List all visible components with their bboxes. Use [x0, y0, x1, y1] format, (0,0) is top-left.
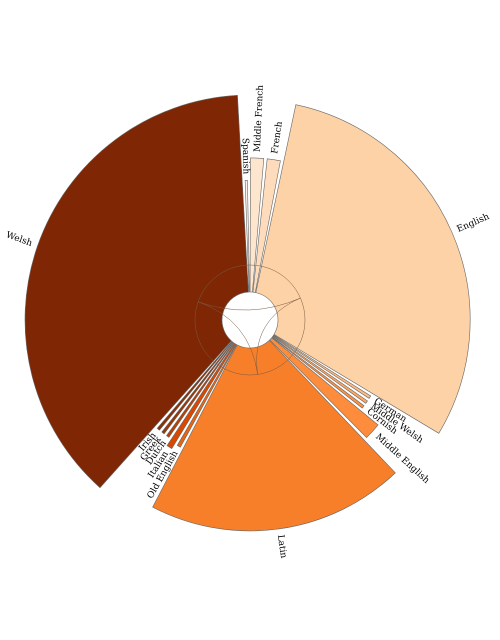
label-middle-french: Middle French: [253, 85, 266, 153]
label-spanish: Spanish: [240, 138, 251, 175]
slice-cornish: [271, 336, 365, 409]
link-line: [256, 297, 301, 375]
slice-english: [255, 104, 471, 434]
slice-old-english: [176, 343, 237, 448]
slice-middle-french: [249, 157, 265, 293]
slice-spanish: [244, 179, 250, 293]
inner-link-lines: [194, 264, 306, 376]
link-line: [198, 297, 301, 311]
slice-latin: [152, 339, 396, 532]
slice-welsh: [24, 95, 249, 489]
label-latin: Latin: [275, 534, 288, 559]
slice-french: [252, 158, 281, 293]
slice-greek: [161, 341, 234, 435]
link-line: [198, 301, 258, 375]
slice-middle-english: [269, 337, 379, 438]
slice-german: [272, 334, 372, 399]
slices-layer: [24, 95, 471, 532]
label-french: French: [270, 121, 285, 155]
label-welsh: Welsh: [5, 230, 34, 248]
slice-italian: [166, 342, 236, 449]
label-english: English: [456, 212, 492, 235]
slice-middle-welsh: [272, 335, 368, 404]
slice-irish: [156, 340, 233, 431]
slice-dutch: [166, 342, 235, 438]
inner-ring: [194, 264, 306, 376]
